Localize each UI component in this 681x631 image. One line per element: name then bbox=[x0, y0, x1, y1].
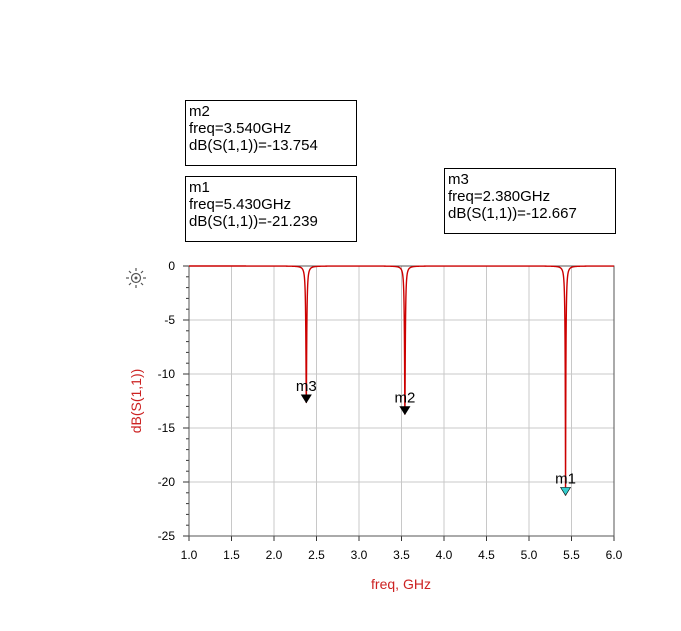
x-tick-label: 4.5 bbox=[478, 548, 495, 562]
y-tick-label: -10 bbox=[158, 367, 176, 381]
marker-freq: freq=5.430GHz bbox=[189, 196, 292, 213]
marker-triangle bbox=[560, 487, 572, 496]
marker-m1[interactable]: m1 bbox=[555, 470, 576, 496]
tick-labels: 1.0 1.5 2.0 2.5 3.0 3.5 4.0 4.5 5.0 5.5 6.0 0 -5 -10 -… bbox=[158, 259, 623, 562]
marker-layer[interactable]: m1 m2 m3 bbox=[296, 378, 576, 496]
marker-readout-m3[interactable]: m3 freq=2.380GHz dB(S(1,1))=-12.667 bbox=[444, 168, 616, 234]
marker-triangle bbox=[300, 394, 312, 404]
x-tick-label: 2.5 bbox=[308, 548, 325, 562]
marker-label: m3 bbox=[296, 378, 317, 395]
x-tick-label: 4.0 bbox=[436, 548, 453, 562]
x-tick-label: 6.0 bbox=[606, 548, 623, 562]
plot-frame bbox=[183, 265, 615, 541]
marker-m3[interactable]: m3 bbox=[296, 378, 317, 404]
marker-label: m2 bbox=[394, 390, 415, 407]
y-tick-label: -20 bbox=[158, 475, 176, 489]
x-tick-label: 1.5 bbox=[223, 548, 240, 562]
x-tick-label: 3.0 bbox=[351, 548, 368, 562]
marker-name: m1 bbox=[189, 179, 210, 196]
x-axis-title: freq, GHz bbox=[371, 576, 431, 592]
marker-m2[interactable]: m2 bbox=[394, 390, 415, 416]
x-tick-label: 3.5 bbox=[393, 548, 410, 562]
y-tick-label: -5 bbox=[164, 313, 175, 327]
marker-value: dB(S(1,1))=-12.667 bbox=[448, 205, 577, 222]
x-tick-label: 5.5 bbox=[563, 548, 580, 562]
marker-value: dB(S(1,1))=-21.239 bbox=[189, 213, 318, 230]
marker-name: m2 bbox=[189, 103, 210, 120]
marker-name: m3 bbox=[448, 171, 469, 188]
y-tick-label: -25 bbox=[158, 529, 176, 543]
y-axis-title: dB(S(1,1)) bbox=[128, 369, 144, 434]
marker-label: m1 bbox=[555, 470, 576, 487]
marker-triangle bbox=[399, 406, 411, 416]
x-tick-label: 5.0 bbox=[521, 548, 538, 562]
y-tick-label: -15 bbox=[158, 421, 176, 435]
marker-readout-m2[interactable]: m2 freq=3.540GHz dB(S(1,1))=-13.754 bbox=[185, 100, 357, 166]
trace-layer bbox=[189, 265, 614, 496]
marker-readout-m1[interactable]: m1 freq=5.430GHz dB(S(1,1))=-21.239 bbox=[185, 176, 357, 242]
grid-lines bbox=[189, 266, 614, 536]
x-tick-label: 1.0 bbox=[181, 548, 198, 562]
marker-freq: freq=3.540GHz bbox=[189, 120, 292, 137]
settings-icon[interactable] bbox=[126, 268, 146, 288]
y-tick-label: 0 bbox=[168, 259, 175, 273]
trace-s11 bbox=[189, 265, 614, 496]
marker-freq: freq=2.380GHz bbox=[448, 188, 551, 205]
x-tick-label: 2.0 bbox=[266, 548, 283, 562]
plot-area-border bbox=[188, 265, 615, 537]
marker-value: dB(S(1,1))=-13.754 bbox=[189, 137, 318, 154]
